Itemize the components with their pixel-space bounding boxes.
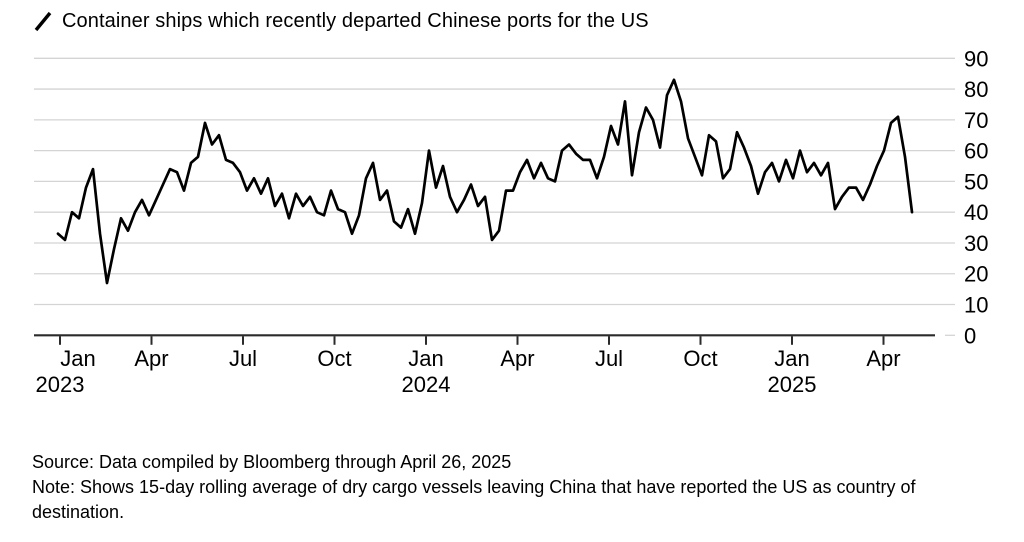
x-axis-month-label: Jan [60, 346, 95, 371]
y-axis-label: 60 [964, 139, 988, 164]
y-axis-label: 30 [964, 231, 988, 256]
chart-footer: Source: Data compiled by Bloomberg throu… [32, 450, 980, 525]
x-axis-year-label: 2023 [36, 372, 85, 397]
y-axis-label: 90 [964, 46, 988, 71]
diagonal-line-icon [34, 11, 52, 31]
x-axis-month-label: Jul [595, 346, 623, 371]
series-line [56, 78, 914, 285]
y-axis-label: 10 [964, 293, 988, 318]
x-axis-year-label: 2025 [768, 372, 817, 397]
y-axis-label: 40 [964, 200, 988, 225]
x-axis-month-label: Apr [134, 346, 168, 371]
x-axis-month-label: Oct [683, 346, 717, 371]
y-axis-label: 70 [964, 108, 988, 133]
x-axis-month-label: Apr [500, 346, 534, 371]
x-axis-month-label: Oct [317, 346, 351, 371]
x-axis-month-label: Apr [866, 346, 900, 371]
y-axis-label: 20 [964, 262, 988, 287]
x-axis-month-label: Jan [774, 346, 809, 371]
note-text: Note: Shows 15-day rolling average of dr… [32, 477, 916, 522]
y-axis-label: 80 [964, 77, 988, 102]
x-axis-month-label: Jul [229, 346, 257, 371]
y-axis-label: 50 [964, 169, 988, 194]
chart-title: Container ships which recently departed … [62, 10, 649, 32]
x-axis-year-label: 2024 [402, 372, 451, 397]
source-text: Source: Data compiled by Bloomberg throu… [32, 452, 512, 472]
x-axis-month-label: Jan [408, 346, 443, 371]
y-axis-label: 0 [964, 323, 976, 348]
chart-header: Container ships which recently departed … [33, 10, 649, 33]
